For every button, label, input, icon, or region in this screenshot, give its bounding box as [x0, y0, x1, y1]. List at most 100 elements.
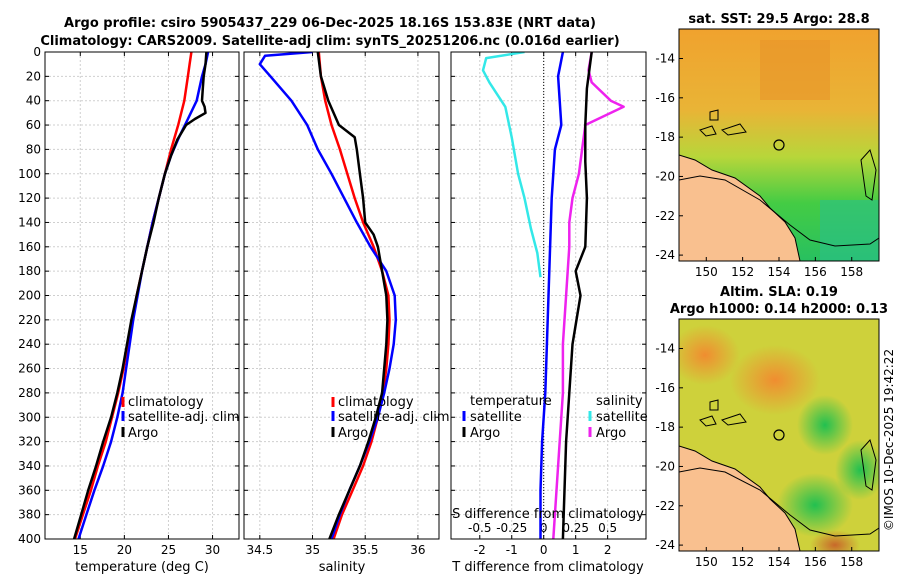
plot-frame: [243, 51, 440, 540]
xtick-label: 25: [161, 543, 176, 557]
ytick-label: -18: [655, 420, 675, 434]
salinity-panel: 34.5 35 35.5 36: [243, 51, 440, 557]
legend-label-satellite: satellite-adj. clim: [338, 410, 450, 425]
sla-map-axes: 150 152 154 156 158 -14 -16 -18 -20 -22 -24: [655, 341, 863, 569]
ytick-label: 20: [26, 69, 41, 83]
series-line-salinity-satellite: [539, 52, 565, 539]
x2tick-label: -0.25: [496, 521, 527, 535]
reef-outline: [860, 439, 877, 491]
xtick-label: 36: [410, 543, 425, 557]
reef-outline: [860, 149, 877, 201]
ytick-label: -24: [655, 248, 675, 262]
ytick-label: -20: [655, 169, 675, 183]
temperature-legend: climatology satellite-adj. clim Argo: [121, 395, 240, 441]
ytick-label: -20: [655, 459, 675, 473]
ytick-label: 200: [18, 289, 41, 303]
x2tick-label: 0: [540, 521, 548, 535]
legend-title-salinity: salinity: [596, 394, 643, 409]
xtick-label: 152: [731, 555, 754, 569]
legend-label-argo: Argo: [338, 426, 368, 441]
xtick-label: 34.5: [246, 543, 273, 557]
plot-frame: [450, 51, 647, 540]
ytick-label: 40: [26, 94, 41, 108]
xtick-label: 2: [604, 543, 612, 557]
shelf-contour: [679, 175, 879, 247]
series-group: [481, 52, 625, 539]
ytick-label: -16: [655, 91, 675, 105]
xtick-label: 156: [804, 555, 827, 569]
salinity-xlabel: salinity: [319, 560, 366, 575]
xtick-label: 1: [572, 543, 580, 557]
x2tick-label: 0.25: [562, 521, 589, 535]
ytick-label: 300: [18, 410, 41, 424]
sst-map-axes: 150 152 154 156 158 -14 -16 -18 -20 -22 -24: [655, 51, 863, 279]
ytick-label: -22: [655, 499, 675, 513]
sst-map: [679, 29, 879, 261]
coastline: [679, 445, 801, 551]
x2tick-label: 0.5: [598, 521, 617, 535]
series-line-argo: [72, 52, 208, 539]
temperature-panel: 0 20 40 60 80 100 120 140 160 180 200 220 240 260 280 3…: [18, 45, 240, 557]
series-line-salinity-argo: [561, 52, 593, 539]
xtick-label: 158: [840, 265, 863, 279]
legend-label-temp-argo: Argo: [470, 426, 500, 441]
imos-timestamp: ©IMOS 10-Dec-2025 19:42:22: [882, 349, 896, 531]
sla-low-2: [777, 473, 853, 537]
sla-low-3: [835, 440, 879, 500]
ytick-label: 100: [18, 167, 41, 181]
ytick-label: -22: [655, 209, 675, 223]
ytick-label: 180: [18, 264, 41, 278]
temperature-xlabel: temperature (deg C): [75, 560, 209, 575]
ytick-label: -24: [655, 538, 675, 552]
ytick-label: 80: [26, 142, 41, 156]
legend-label-argo: Argo: [128, 426, 158, 441]
islands: [699, 109, 747, 137]
sst-cool-patch: [820, 200, 879, 261]
xtick-label: 156: [804, 265, 827, 279]
sla-map-title-line1: Altim. SLA: 0.19: [720, 285, 838, 300]
xtick-label: 35: [305, 543, 320, 557]
series-line-argo: [316, 52, 389, 539]
legend-label-climatology: climatology: [128, 395, 204, 410]
xtick-label: -1: [506, 543, 518, 557]
xtick-label: 0: [540, 543, 548, 557]
sst-warm-patch: [760, 40, 830, 100]
difference-legend: temperature satellite Argo salinity sate…: [462, 394, 648, 441]
australia-land: [679, 155, 800, 261]
series-group: [258, 52, 398, 539]
sla-map: [679, 319, 879, 551]
difference-panel: -2 -1 0 1 2 -0.5 -0.25 0 0.25 0.5: [450, 51, 647, 557]
ytick-label: 140: [18, 215, 41, 229]
ytick-label: 400: [18, 532, 41, 546]
ytick-label: 220: [18, 313, 41, 327]
series-group: [72, 52, 210, 539]
figure-title-line1: Argo profile: csiro 5905437_229 06-Dec-2…: [64, 16, 596, 31]
s-difference-xlabel: S difference from climatology: [452, 507, 644, 522]
ytick-label: 380: [18, 508, 41, 522]
series-line-temperature-argo: [552, 52, 625, 539]
series-line-climatology: [317, 52, 391, 539]
legend-label-satellite: satellite-adj. clim: [128, 410, 240, 425]
xtick-label: 152: [731, 265, 754, 279]
xtick-label: 154: [768, 555, 791, 569]
ytick-label: -14: [655, 51, 675, 65]
ytick-label: 60: [26, 118, 41, 132]
ytick-label: 160: [18, 240, 41, 254]
xtick-label: -2: [474, 543, 486, 557]
xtick-label: 15: [73, 543, 88, 557]
argo-position-marker: [773, 429, 785, 441]
legend-label-climatology: climatology: [338, 395, 414, 410]
islands: [699, 399, 747, 427]
plot-frame: [44, 51, 240, 540]
x2tick-label: -0.5: [468, 521, 491, 535]
ytick-label: -14: [655, 341, 675, 355]
xtick-label: 30: [205, 543, 220, 557]
xtick-label: 35.5: [352, 543, 379, 557]
ytick-label: 260: [18, 362, 41, 376]
sla-low-1: [797, 395, 853, 455]
xtick-label: 150: [695, 265, 718, 279]
ytick-label: 280: [18, 386, 41, 400]
figure-title-line2: Climatology: CARS2009. Satellite-adj cli…: [40, 34, 619, 49]
xtick-label: 158: [840, 555, 863, 569]
ytick-label: 240: [18, 337, 41, 351]
